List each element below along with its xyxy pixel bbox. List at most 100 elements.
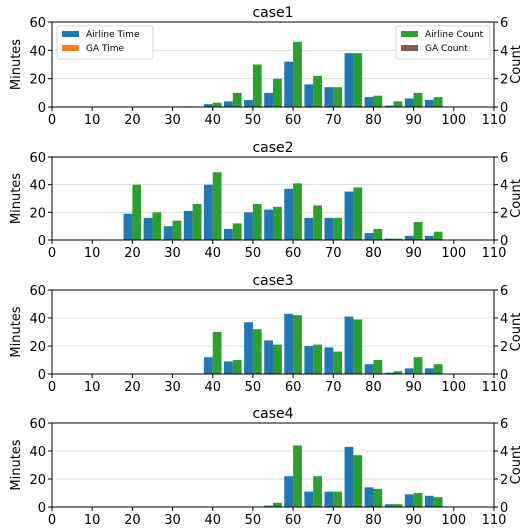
bar-airline-count: [373, 488, 383, 507]
bar-airline-time: [264, 209, 273, 240]
bar-airline-count: [393, 504, 403, 507]
y2-axis-label: Count: [509, 45, 524, 84]
y-axis-label: Minutes: [9, 439, 24, 490]
x-tick-label: 40: [204, 246, 221, 261]
x-tick-label: 0: [48, 380, 56, 395]
y2-tick-label: 6: [500, 16, 508, 31]
bar-airline-count: [313, 344, 322, 374]
bar-airline-time: [404, 98, 414, 107]
bar-airline-time: [264, 92, 273, 107]
bar-airline-count: [393, 101, 403, 107]
y-tick-label: 0: [38, 101, 46, 116]
bar-airline-count: [433, 231, 443, 240]
y-tick-label: 20: [29, 73, 46, 88]
bar-airline-time: [244, 99, 253, 107]
x-tick-label: 0: [48, 113, 56, 128]
bar-airline-time: [304, 491, 314, 507]
x-tick-label: 60: [285, 380, 302, 395]
bar-airline-time: [284, 61, 294, 107]
bar-airline-time: [404, 494, 414, 507]
x-tick-label: 50: [245, 380, 262, 395]
x-tick-label: 90: [405, 246, 422, 261]
bar-airline-count: [333, 491, 343, 507]
bar-airline-time: [183, 210, 193, 240]
y-axis-label: Minutes: [9, 39, 24, 90]
bar-airline-time: [424, 99, 434, 107]
bar-airline-time: [384, 504, 394, 507]
y-tick-label: 20: [29, 340, 46, 355]
bar-airline-count: [313, 205, 322, 240]
x-tick-label: 10: [84, 246, 101, 261]
bar-airline-time: [224, 101, 233, 107]
bar-airline-time: [364, 487, 374, 507]
chart-title: case3: [252, 273, 293, 289]
bar-airline-time: [203, 104, 213, 107]
bar-airline-time: [324, 491, 334, 507]
bar-airline-count: [232, 92, 242, 107]
bar-airline-count: [293, 315, 302, 374]
bar-airline-time: [344, 316, 354, 374]
x-tick-label: 30: [164, 246, 181, 261]
y2-tick-label: 0: [500, 368, 508, 383]
bar-airline-count: [413, 357, 423, 374]
bar-airline-time: [304, 346, 314, 374]
x-tick-label: 10: [84, 380, 101, 395]
y2-tick-label: 6: [500, 151, 508, 166]
bar-airline-count: [413, 222, 423, 240]
legend-swatch: [62, 45, 79, 51]
bar-airline-time: [304, 84, 314, 107]
bar-airline-count: [313, 476, 322, 507]
y-tick-label: 20: [29, 206, 46, 221]
x-tick-label: 100: [441, 380, 466, 395]
axes-frame: [51, 21, 495, 108]
x-tick-label: 10: [84, 513, 101, 528]
bar-airline-count: [273, 78, 282, 107]
bar-airline-time: [384, 372, 394, 374]
x-tick-label: 80: [365, 513, 382, 528]
x-tick-label: 80: [365, 246, 382, 261]
y2-tick-label: 2: [500, 73, 508, 88]
axes-frame: [51, 422, 495, 508]
bar-airline-time: [284, 188, 294, 240]
x-tick-label: 90: [405, 113, 422, 128]
bar-airline-count: [232, 360, 242, 374]
bar-airline-time: [424, 495, 434, 507]
bar-airline-time: [304, 217, 314, 240]
legend-entry: GA Count: [425, 44, 468, 54]
bar-airline-time: [284, 313, 294, 374]
x-tick-label: 40: [204, 513, 221, 528]
legend-box-right: [395, 25, 491, 60]
y2-tick-label: 2: [500, 206, 508, 221]
x-tick-label: 70: [325, 246, 342, 261]
bar-airline-count: [192, 204, 202, 240]
y2-tick-label: 4: [500, 179, 508, 194]
bar-airline-count: [313, 75, 322, 107]
x-tick-label: 30: [164, 380, 181, 395]
bar-airline-count: [353, 319, 363, 374]
bar-airline-time: [404, 368, 414, 374]
y2-tick-label: 6: [500, 417, 508, 432]
bar-airline-count: [293, 183, 302, 240]
y-axis-label: Minutes: [9, 173, 24, 224]
x-tick-label: 70: [325, 113, 342, 128]
bar-airline-time: [344, 446, 354, 507]
bar-airline-count: [433, 497, 443, 507]
x-tick-label: 100: [441, 513, 466, 528]
y2-tick-label: 0: [500, 501, 508, 516]
bar-airline-time: [163, 226, 173, 240]
bar-airline-time: [264, 505, 273, 507]
bar-airline-count: [433, 364, 443, 374]
bar-airline-time: [364, 364, 374, 374]
bar-airline-count: [273, 206, 282, 240]
bar-airline-count: [273, 502, 282, 507]
bar-airline-count: [273, 344, 282, 374]
x-tick-label: 110: [482, 380, 507, 395]
bar-airline-count: [413, 493, 423, 507]
y2-tick-label: 4: [500, 44, 508, 59]
y-axis-label: Minutes: [9, 306, 24, 357]
y2-tick-label: 2: [500, 473, 508, 488]
x-tick-label: 100: [441, 113, 466, 128]
bar-airline-time: [244, 322, 253, 374]
x-tick-label: 90: [405, 513, 422, 528]
